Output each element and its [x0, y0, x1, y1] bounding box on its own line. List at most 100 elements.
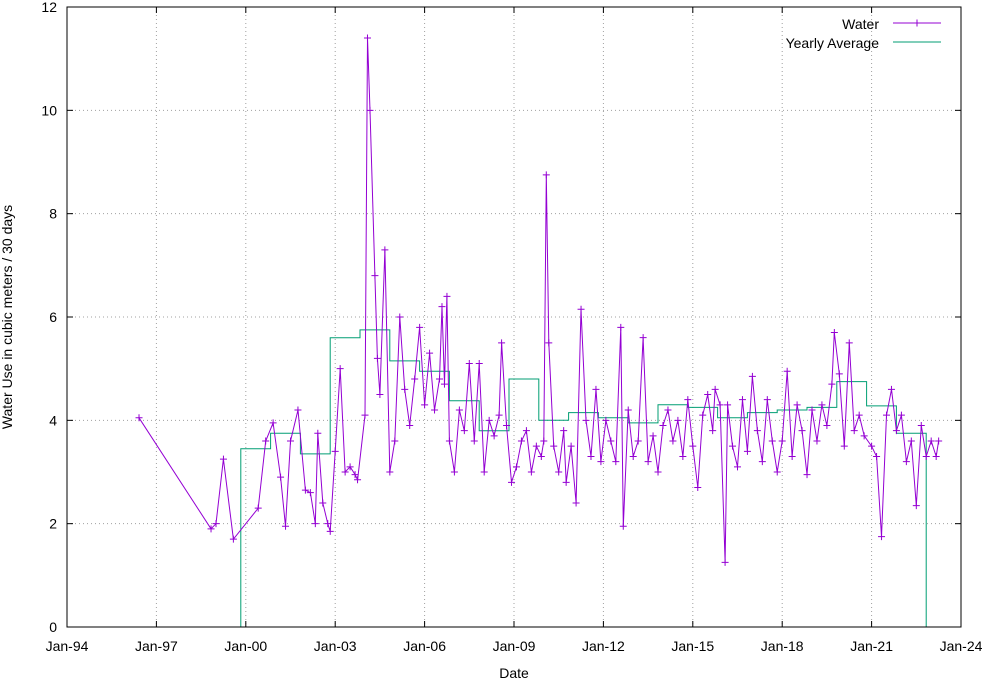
water-point [572, 499, 580, 507]
water-point [743, 447, 751, 455]
water-point [475, 360, 483, 367]
water-point [612, 458, 620, 466]
water-point [517, 437, 525, 445]
water-point [460, 427, 468, 435]
water-point [532, 442, 540, 450]
water-point [381, 246, 389, 254]
water-point [850, 427, 858, 435]
water-point [932, 453, 940, 460]
water-point [587, 453, 595, 460]
water-point [927, 437, 935, 445]
x-tick-label: Jan-94 [46, 638, 89, 654]
water-point [902, 458, 910, 466]
y-axis-ticks: 0 2 4 6 8 10 12 [41, 0, 961, 635]
x-tick-label: Jan-09 [493, 638, 536, 654]
water-point [778, 437, 786, 445]
water-point [711, 385, 719, 393]
water-point [366, 106, 374, 114]
x-tick-label: Jan-03 [314, 638, 357, 654]
water-point [709, 427, 717, 435]
water-point [912, 502, 920, 510]
water-point [262, 437, 270, 445]
water-point [254, 504, 262, 512]
water-point [346, 463, 354, 471]
water-point [753, 427, 761, 435]
water-point [669, 437, 677, 445]
water-point [480, 468, 488, 476]
water-point [602, 416, 610, 424]
water-point [301, 486, 309, 494]
water-point [664, 406, 672, 414]
water-point [495, 411, 503, 419]
water-point [406, 422, 414, 429]
water-point [431, 406, 439, 414]
water-point [629, 453, 637, 460]
x-tick-label: Jan-12 [582, 638, 625, 654]
water-point [455, 406, 463, 414]
water-point [716, 401, 724, 409]
water-point [401, 385, 409, 393]
water-point [624, 406, 632, 414]
water-point [545, 339, 553, 347]
water-point [835, 370, 843, 378]
water-point [922, 453, 930, 460]
water-point [560, 427, 568, 435]
water-point [416, 323, 424, 331]
water-point [508, 478, 516, 486]
water-point [721, 558, 729, 566]
water-point [868, 442, 876, 450]
water-point [803, 471, 811, 479]
water-point [793, 401, 801, 409]
water-point [294, 406, 302, 414]
water-point [331, 447, 339, 455]
x-tick-label: Jan-24 [940, 638, 983, 654]
water-point [354, 476, 362, 484]
water-point [326, 527, 334, 535]
water-point [436, 375, 443, 383]
water-point [363, 34, 371, 42]
y-tick-label: 12 [41, 0, 57, 15]
water-point [729, 442, 737, 450]
water-point [597, 458, 605, 466]
water-point [324, 520, 332, 528]
water-point [679, 453, 687, 460]
y-tick-label: 4 [49, 412, 57, 428]
water-point [644, 458, 652, 466]
water-point [371, 272, 379, 280]
x-tick-label: Jan-21 [850, 638, 893, 654]
legend: Water Yearly Average [786, 16, 941, 51]
water-point [450, 468, 458, 476]
legend-marker-water [913, 19, 921, 27]
water-point [287, 437, 294, 445]
water-point [465, 360, 473, 367]
water-point [694, 484, 702, 491]
water-point [512, 463, 520, 471]
water-point [438, 303, 446, 311]
water-point [748, 372, 756, 380]
water-point [935, 437, 943, 445]
water-point [527, 468, 535, 476]
water-point [783, 367, 791, 375]
water-point [498, 339, 506, 347]
series-water [135, 34, 943, 566]
water-point [542, 171, 550, 179]
x-axis-title: Date [499, 665, 529, 679]
water-point [306, 489, 314, 497]
y-tick-label: 10 [41, 102, 57, 118]
water-point [311, 520, 319, 528]
x-tick-label: Jan-15 [671, 638, 714, 654]
water-point [845, 339, 853, 347]
water-point [659, 422, 667, 429]
water-point [823, 422, 831, 429]
water-line [138, 37, 940, 563]
water-point [768, 437, 776, 445]
water-point [550, 442, 558, 450]
water-point [373, 354, 381, 362]
water-point [674, 416, 682, 424]
water-point [319, 499, 327, 507]
x-tick-label: Jan-97 [135, 638, 178, 654]
water-point [689, 442, 697, 450]
water-point [704, 391, 712, 398]
water-point [592, 385, 600, 393]
